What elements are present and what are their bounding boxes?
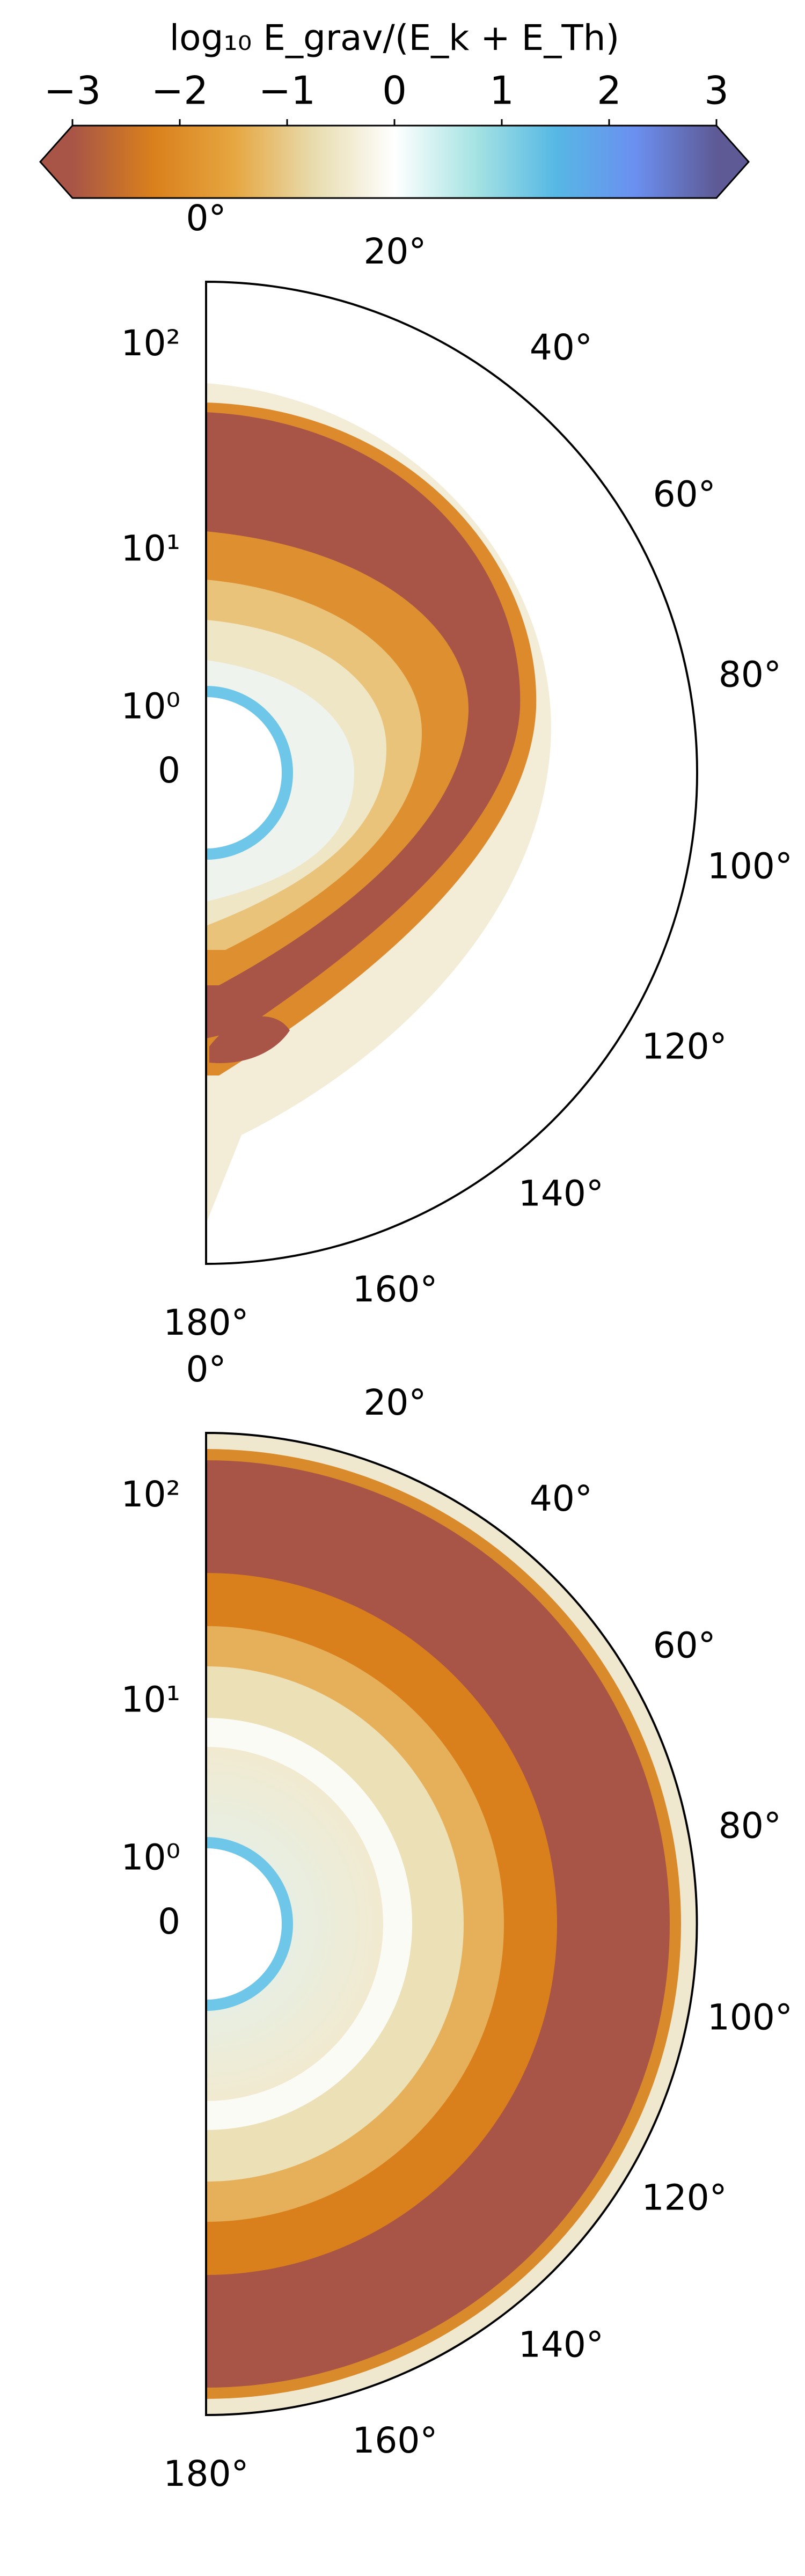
theta-tick-label: 40° [530, 1478, 592, 1519]
theta-tick-label: 120° [642, 1026, 727, 1067]
theta-tick-label: 140° [518, 1173, 604, 1214]
colorbar-tick-label: 0 [382, 68, 407, 113]
panel-fields [205, 281, 698, 2416]
colorbar-tick-label: −3 [44, 68, 101, 113]
polar-frame [205, 1432, 698, 2416]
theta-tick-label: 40° [530, 327, 592, 368]
theta-tick-label: 60° [653, 474, 716, 515]
theta-tick-label: 100° [707, 1997, 793, 2038]
r-tick-label: 10¹ [121, 528, 180, 569]
theta-tick-label: 80° [719, 1805, 781, 1846]
r-tick-label: 0 [158, 1901, 180, 1942]
theta-tick-label: 60° [653, 1625, 716, 1666]
theta-tick-label: 20° [363, 231, 426, 272]
colorbar-tick-label: 2 [597, 68, 621, 113]
theta-tick-label: 0° [186, 197, 226, 239]
r-tick-label: 0 [158, 750, 180, 791]
field-1 [206, 383, 551, 1224]
colorbar [72, 126, 716, 198]
colorbar-tick-label: 3 [704, 68, 729, 113]
theta-tick-label: 120° [642, 2177, 727, 2219]
field-2 [206, 1433, 697, 2415]
r-tick-label: 10¹ [121, 1679, 180, 1720]
theta-tick-label: 140° [518, 2324, 604, 2365]
theta-tick-label: 180° [164, 2453, 249, 2494]
colorbar-tick-label: −1 [259, 68, 316, 113]
theta-tick-label: 20° [363, 1382, 426, 1423]
r-tick-label: 10⁰ [121, 1836, 180, 1878]
theta-tick-label: 160° [352, 2420, 437, 2461]
theta-tick-label: 0° [186, 1349, 226, 1390]
theta-tick-label: 180° [164, 1302, 249, 1343]
theta-tick-label: 100° [707, 846, 793, 887]
colorbar-tick-label: 1 [489, 68, 514, 113]
colorbar-tick-label: −2 [151, 68, 208, 113]
r-tick-label: 10⁰ [121, 685, 180, 727]
theta-tick-label: 160° [352, 1269, 437, 1310]
theta-tick-label: 80° [719, 654, 781, 695]
r-tick-label: 10² [121, 1474, 180, 1515]
polar-frame [205, 281, 698, 1265]
colorbar-extend [716, 126, 749, 198]
colorbar-extend [40, 126, 72, 198]
r-tick-label: 10² [121, 323, 180, 364]
colorbar-label: log₁₀ E_grav/(E_k + E_Th) [170, 17, 620, 58]
